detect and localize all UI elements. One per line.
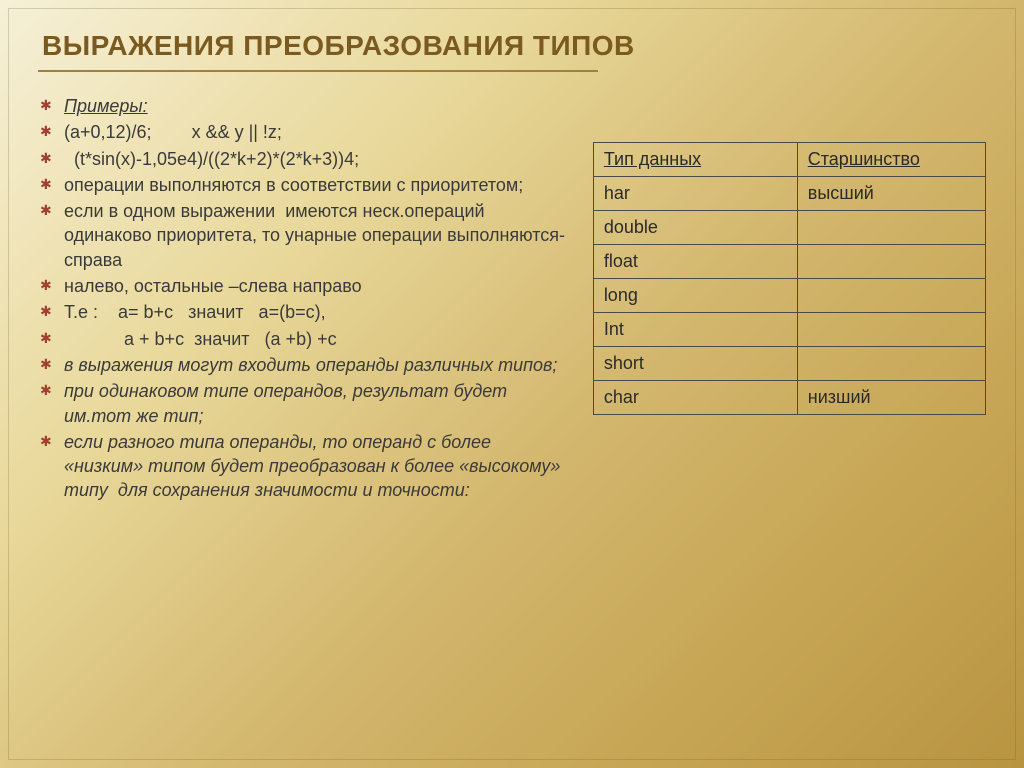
list-item-text: Т.е : a= b+c значит a=(b=c), — [64, 302, 326, 322]
list-item: (t*sin(x)-1,05e4)/((2*k+2)*(2*k+3))4; — [38, 147, 569, 171]
table-row: short — [593, 347, 985, 381]
list-item-text: если разного типа операнды, то операнд с… — [64, 432, 565, 501]
table-cell-type: long — [593, 279, 797, 313]
table-cell-type: float — [593, 245, 797, 279]
list-item-text: (a+0,12)/6; x && y || !z; — [64, 122, 282, 142]
list-item: налево, остальные –слева направо — [38, 274, 569, 298]
table-container: Тип данных Старшинство harвысшийdoublefl… — [593, 94, 986, 505]
list-item-text: a + b+c значит (a +b) +c — [64, 329, 337, 349]
title-underline — [38, 70, 598, 72]
list-item-text: если в одном выражении имеются неск.опер… — [64, 201, 570, 270]
table-cell-type: har — [593, 177, 797, 211]
table-body: harвысшийdoublefloatlongIntshortcharнизш… — [593, 177, 985, 415]
list-item-text: Примеры: — [64, 96, 148, 116]
list-item-text: в выражения могут входить операнды разли… — [64, 355, 557, 375]
bullet-list-container: Примеры: (a+0,12)/6; x && y || !z; (t*sin… — [38, 94, 569, 505]
table-header-row: Тип данных Старшинство — [593, 143, 985, 177]
table-cell-type: Int — [593, 313, 797, 347]
slide: ВЫРАЖЕНИЯ ПРЕОБРАЗОВАНИЯ ТИПОВ Примеры: (… — [0, 0, 1024, 768]
table-cell-type: char — [593, 381, 797, 415]
table-row: charнизший — [593, 381, 985, 415]
list-item: Т.е : a= b+c значит a=(b=c), — [38, 300, 569, 324]
list-item: (a+0,12)/6; x && y || !z; — [38, 120, 569, 144]
list-item-text: (t*sin(x)-1,05e4)/((2*k+2)*(2*k+3))4; — [64, 149, 359, 169]
table-cell-precedence — [797, 211, 985, 245]
table-cell-type: double — [593, 211, 797, 245]
list-item-text: операции выполняются в соответствии с пр… — [64, 175, 523, 195]
table-row: long — [593, 279, 985, 313]
table-cell-precedence — [797, 279, 985, 313]
table-cell-precedence — [797, 347, 985, 381]
table-cell-precedence — [797, 245, 985, 279]
table-row: double — [593, 211, 985, 245]
table-header-type: Тип данных — [593, 143, 797, 177]
table-row: Int — [593, 313, 985, 347]
list-item: при одинаковом типе операндов, результат… — [38, 379, 569, 428]
list-item: Примеры: — [38, 94, 569, 118]
content-area: Примеры: (a+0,12)/6; x && y || !z; (t*sin… — [38, 94, 986, 505]
table-row: harвысший — [593, 177, 985, 211]
table-row: float — [593, 245, 985, 279]
list-item: операции выполняются в соответствии с пр… — [38, 173, 569, 197]
list-item-text: налево, остальные –слева направо — [64, 276, 362, 296]
bullet-list: Примеры: (a+0,12)/6; x && y || !z; (t*sin… — [38, 94, 569, 503]
list-item-text: при одинаковом типе операндов, результат… — [64, 381, 512, 425]
slide-title: ВЫРАЖЕНИЯ ПРЕОБРАЗОВАНИЯ ТИПОВ — [38, 30, 986, 62]
list-item: если в одном выражении имеются неск.опер… — [38, 199, 569, 272]
table-cell-precedence — [797, 313, 985, 347]
table-cell-precedence: низший — [797, 381, 985, 415]
precedence-table: Тип данных Старшинство harвысшийdoublefl… — [593, 142, 986, 415]
table-cell-type: short — [593, 347, 797, 381]
list-item: a + b+c значит (a +b) +c — [38, 327, 569, 351]
table-header-precedence: Старшинство — [797, 143, 985, 177]
table-cell-precedence: высший — [797, 177, 985, 211]
list-item: в выражения могут входить операнды разли… — [38, 353, 569, 377]
list-item: если разного типа операнды, то операнд с… — [38, 430, 569, 503]
